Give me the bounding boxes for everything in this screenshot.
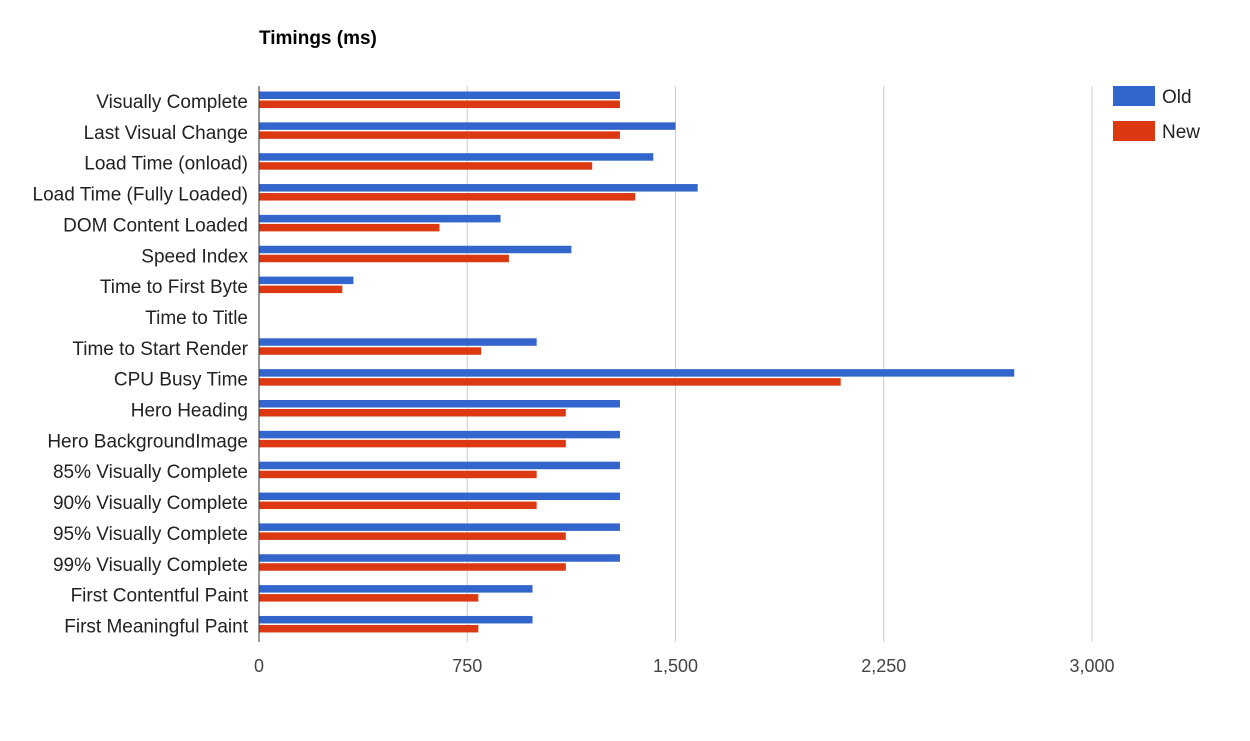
category-label: DOM Content Loaded bbox=[63, 215, 248, 236]
bar-new bbox=[259, 409, 566, 417]
bar-new bbox=[259, 624, 479, 633]
bar-new bbox=[259, 131, 620, 139]
category-label: CPU Busy Time bbox=[114, 370, 248, 391]
category-label: 99% Visually Complete bbox=[53, 555, 248, 576]
bar-new bbox=[259, 162, 593, 170]
category-label: 90% Visually Complete bbox=[53, 493, 248, 514]
x-tick-label: 2,250 bbox=[861, 656, 906, 676]
category-label: Hero Heading bbox=[131, 401, 248, 422]
bar-new bbox=[259, 193, 636, 201]
category-label: First Contentful Paint bbox=[71, 586, 249, 607]
bar-old bbox=[259, 91, 620, 99]
bar-old bbox=[259, 184, 698, 192]
legend-label-new: New bbox=[1162, 122, 1200, 143]
bar-new bbox=[259, 223, 440, 232]
chart-title: Timings (ms) bbox=[259, 28, 377, 49]
bar-new bbox=[259, 563, 566, 571]
bar-old bbox=[259, 276, 354, 285]
category-label: Visually Complete bbox=[96, 92, 248, 113]
bar-new bbox=[259, 254, 509, 263]
bar-old bbox=[259, 492, 620, 501]
bar-new bbox=[259, 347, 482, 355]
category-label: 85% Visually Complete bbox=[53, 462, 248, 483]
legend-swatch-old bbox=[1113, 86, 1155, 106]
bar-new bbox=[259, 285, 343, 294]
category-label: Hero BackgroundImage bbox=[47, 431, 248, 452]
category-label: Load Time (Fully Loaded) bbox=[33, 185, 248, 206]
legend-swatch-new bbox=[1113, 121, 1155, 141]
bar-new bbox=[259, 378, 841, 386]
x-tick-label: 750 bbox=[452, 656, 482, 676]
bar-old bbox=[259, 430, 620, 439]
bar-old bbox=[259, 400, 620, 408]
category-label: 95% Visually Complete bbox=[53, 524, 248, 545]
category-label: Last Visual Change bbox=[84, 123, 248, 144]
x-tick-label: 3,000 bbox=[1069, 656, 1114, 676]
bar-new bbox=[259, 532, 566, 540]
bar-old bbox=[259, 585, 533, 593]
category-label: Speed Index bbox=[141, 246, 248, 267]
bar-new bbox=[259, 100, 620, 108]
bar-new bbox=[259, 594, 479, 602]
bar-old bbox=[259, 615, 533, 624]
category-label: Time to Start Render bbox=[72, 339, 248, 360]
bar-new bbox=[259, 439, 566, 448]
bar-old bbox=[259, 122, 676, 130]
bar-old bbox=[259, 245, 572, 254]
bar-old bbox=[259, 461, 620, 470]
legend-label-old: Old bbox=[1162, 87, 1192, 108]
x-tick-label: 1,500 bbox=[653, 656, 698, 676]
category-label: First Meaningful Paint bbox=[64, 616, 248, 637]
bar-old bbox=[259, 523, 620, 531]
bar-new bbox=[259, 501, 537, 510]
category-label: Load Time (onload) bbox=[84, 154, 248, 175]
bar-old bbox=[259, 214, 501, 223]
x-tick-label: 0 bbox=[254, 656, 264, 676]
bar-old bbox=[259, 338, 537, 346]
bar-new bbox=[259, 470, 537, 479]
category-label: Time to Title bbox=[145, 308, 248, 329]
bar-old bbox=[259, 554, 620, 562]
bar-old bbox=[259, 369, 1015, 377]
category-label: Time to First Byte bbox=[100, 277, 248, 298]
bar-old bbox=[259, 153, 654, 161]
